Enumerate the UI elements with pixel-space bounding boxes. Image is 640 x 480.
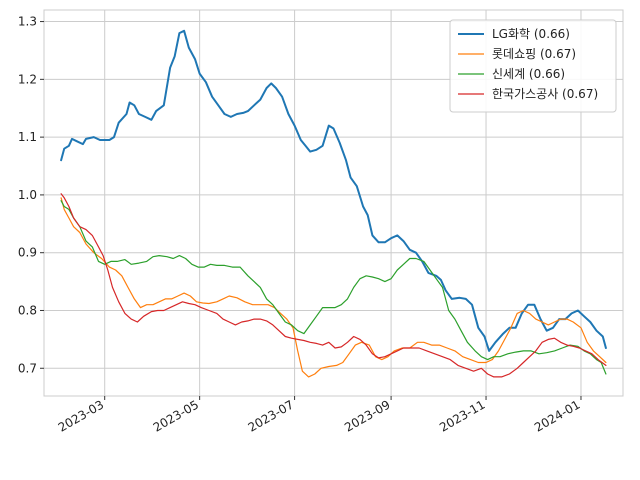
series-line-3 [60, 200, 607, 375]
legend-label-1: LG화학 (0.66) [492, 27, 570, 41]
legend-label-3: 신세계 (0.66) [492, 67, 565, 81]
y-tick-label: 1.2 [18, 72, 37, 86]
y-tick-label: 1.3 [18, 15, 37, 29]
y-tick-label: 0.7 [18, 361, 37, 375]
x-tick-label: 2023-09 [342, 397, 392, 434]
y-tick-label: 1.0 [18, 188, 37, 202]
x-tick-label: 2024-01 [532, 397, 582, 434]
series-line-2 [60, 197, 607, 378]
legend-label-4: 한국가스공사 (0.67) [492, 87, 598, 101]
y-tick-label: 0.8 [18, 303, 37, 317]
plot-frame [43, 9, 624, 397]
series-lines [60, 29, 607, 378]
legend-label-2: 롯데쇼핑 (0.67) [492, 47, 576, 61]
x-tick-label: 2023-07 [246, 397, 296, 434]
x-tick-label: 2023-05 [151, 397, 201, 434]
legend: LG화학 (0.66) 롯데쇼핑 (0.67) 신세계 (0.66) 한국가스공사 (… [449, 19, 617, 113]
y-tick-label: 1.1 [18, 130, 37, 144]
legend-box [449, 19, 617, 113]
x-tick-label: 2023-11 [437, 397, 487, 434]
series-line-4 [60, 193, 607, 378]
x-tick-label: 2023-03 [56, 397, 106, 434]
y-tick-label: 0.9 [18, 246, 37, 260]
